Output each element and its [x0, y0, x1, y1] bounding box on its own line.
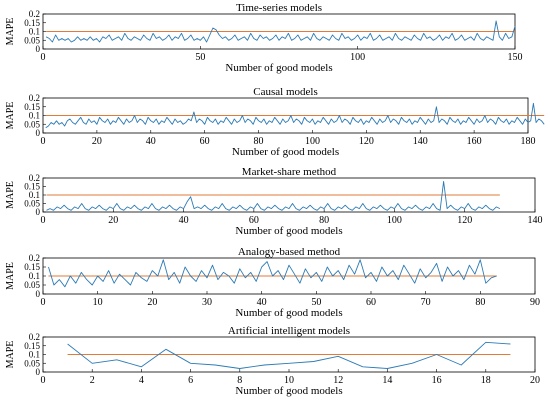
chart-3-xtick-label: 60 — [249, 215, 259, 226]
chart-4-title: Analogy-based method — [238, 246, 341, 258]
chart-3-title: Market-share method — [242, 166, 337, 178]
chart-5-xtick-label: 12 — [333, 375, 343, 386]
chart-3-ylabel: MAPE — [5, 181, 16, 209]
chart-5-xtick-label: 4 — [139, 375, 144, 386]
chart-2-ytick-label: 0.2 — [29, 93, 40, 103]
chart-2-xtick-label: 180 — [521, 136, 536, 147]
chart-3-series-line — [46, 180, 501, 211]
chart-5-xtick-label: 20 — [530, 375, 540, 386]
chart-3-xtick-label: 100 — [387, 215, 402, 226]
chart-1-xtick-label: 150 — [508, 52, 523, 63]
chart-2-ytick-label: 0.1 — [29, 111, 40, 121]
chart-4-xtick-label: 0 — [41, 297, 46, 308]
chart-1-ytick-label: 0.1 — [29, 27, 40, 37]
chart-2-ylabel: MAPE — [5, 102, 16, 130]
chart-2-ytick-label: 0.15 — [24, 102, 40, 112]
chart-2-xtick-label: 160 — [467, 136, 482, 147]
chart-5-ytick-label: 0.1 — [29, 350, 40, 360]
chart-3-ytick-label: 0.15 — [24, 182, 40, 192]
chart-2-xtick-label: 120 — [359, 136, 374, 147]
chart-2-xtick-label: 60 — [200, 136, 210, 147]
chart-5-ytick-label: 0.05 — [24, 358, 40, 368]
chart-1-title: Time-series models — [236, 2, 322, 14]
chart-1-ytick-label: 0.05 — [24, 35, 40, 45]
chart-2-xtick-label: 0 — [41, 136, 46, 147]
chart-1-xtick-label: 0 — [41, 52, 46, 63]
chart-3-ytick-label: 0.2 — [29, 173, 40, 183]
chart-5-title: Artificial intelligent models — [228, 325, 350, 337]
chart-4-ytick-label: 0 — [36, 289, 41, 299]
chart-5-xtick-label: 10 — [284, 375, 294, 386]
chart-4-xtick-label: 40 — [257, 297, 267, 308]
chart-2-series-line — [45, 102, 545, 129]
chart-4-series-line — [48, 259, 497, 288]
chart-4-xlabel: Number of good models — [235, 307, 342, 319]
chart-4-xtick-label: 80 — [475, 297, 485, 308]
chart-4-ytick-label: 0.05 — [24, 280, 40, 290]
chart-3-ytick-label: 0.05 — [24, 199, 40, 209]
chart-3-xtick-label: 120 — [457, 215, 472, 226]
chart-1-ytick-label: 0 — [36, 44, 41, 54]
chart-1-ylabel: MAPE — [5, 18, 16, 46]
chart-4-xtick-label: 30 — [202, 297, 212, 308]
chart-4-xtick-label: 50 — [311, 297, 321, 308]
chart-5-series-line — [67, 341, 511, 369]
chart-4-xtick-label: 90 — [530, 297, 540, 308]
chart-1-xlabel: Number of good models — [225, 62, 332, 74]
chart-4-xtick-label: 60 — [366, 297, 376, 308]
chart-5-xtick-label: 6 — [188, 375, 193, 386]
chart-5-ytick-label: 0.15 — [24, 341, 40, 351]
chart-2-title: Causal models — [253, 86, 317, 98]
chart-5-xtick-label: 14 — [382, 375, 392, 386]
chart-3-ytick-label: 0 — [36, 207, 41, 217]
chart-5-xtick-label: 2 — [90, 375, 95, 386]
chart-2-xtick-label: 140 — [413, 136, 428, 147]
chart-4-xtick-label: 20 — [147, 297, 157, 308]
chart-5-ytick-label: 0 — [36, 367, 41, 377]
chart-1-series-line — [45, 20, 516, 43]
chart-2-xlabel: Number of good models — [232, 146, 339, 158]
chart-5-xtick-label: 16 — [432, 375, 442, 386]
chart-2-ytick-label: 0.05 — [24, 119, 40, 129]
chart-3-xtick-label: 0 — [41, 215, 46, 226]
chart-1-ytick-label: 0.15 — [24, 18, 40, 28]
chart-4-xtick-label: 70 — [421, 297, 431, 308]
chart-3-ytick-label: 0.1 — [29, 190, 40, 200]
chart-2-xtick-label: 100 — [305, 136, 320, 147]
chart-2-xtick-label: 20 — [92, 136, 102, 147]
chart-4-ylabel: MAPE — [5, 262, 16, 290]
chart-4-xtick-label: 10 — [93, 297, 103, 308]
chart-1-xtick-label: 100 — [350, 52, 365, 63]
chart-5-xtick-label: 0 — [41, 375, 46, 386]
chart-3-xlabel: Number of good models — [235, 225, 342, 237]
chart-4-ytick-label: 0.1 — [29, 271, 40, 281]
chart-5-ytick-label: 0.2 — [29, 332, 40, 342]
chart-2-ytick-label: 0 — [36, 128, 41, 138]
chart-5-xlabel: Number of good models — [235, 385, 342, 397]
chart-1-ytick-label: 0.2 — [29, 9, 40, 19]
chart-1-xtick-label: 50 — [195, 52, 205, 63]
chart-3-xtick-label: 140 — [528, 215, 543, 226]
chart-2-xtick-label: 80 — [254, 136, 264, 147]
chart-3-xtick-label: 80 — [319, 215, 329, 226]
chart-3-xtick-label: 20 — [108, 215, 118, 226]
chart-2-xtick-label: 40 — [146, 136, 156, 147]
chart-5-ylabel: MAPE — [5, 341, 16, 369]
chart-5-xtick-label: 18 — [481, 375, 491, 386]
chart-3-xtick-label: 40 — [179, 215, 189, 226]
chart-4-ytick-label: 0.15 — [24, 262, 40, 272]
chart-4-ytick-label: 0.2 — [29, 253, 40, 263]
chart-5-xtick-label: 8 — [237, 375, 242, 386]
